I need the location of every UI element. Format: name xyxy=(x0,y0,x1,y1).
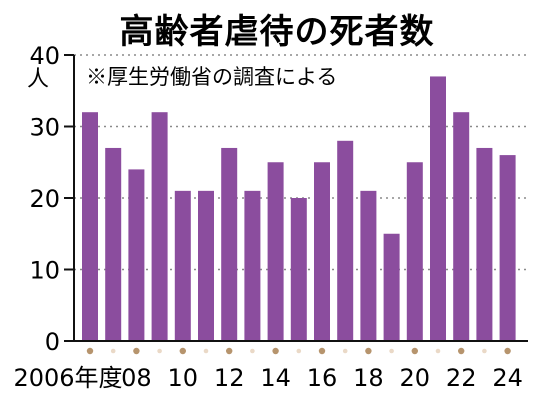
bar-2019 xyxy=(383,233,400,341)
year-marker-2019 xyxy=(389,348,394,354)
year-marker-2018 xyxy=(365,347,372,355)
year-marker-2006 xyxy=(86,347,94,355)
bar-series xyxy=(82,76,516,341)
bar-2021 xyxy=(430,76,446,341)
year-marker-2012 xyxy=(226,347,233,355)
y-tick-label-40: 40 xyxy=(29,42,60,70)
y-tick-label-30: 30 xyxy=(29,114,60,142)
y-tick-label-10: 10 xyxy=(29,257,60,285)
year-marker-2015 xyxy=(296,348,302,354)
x-tick-label-18: 18 xyxy=(353,364,384,392)
x-tick-label-20: 20 xyxy=(400,364,431,392)
y-tick-label-20: 20 xyxy=(29,185,60,213)
bar-2023 xyxy=(476,147,493,341)
axes xyxy=(64,54,528,342)
bar-2008 xyxy=(128,169,145,341)
year-marker-2020 xyxy=(411,347,418,355)
year-marker-2017 xyxy=(342,348,348,354)
x-markers xyxy=(86,347,511,355)
bar-2022 xyxy=(453,112,470,341)
bar-2013 xyxy=(244,190,261,341)
y-tick-label-0: 0 xyxy=(45,328,60,356)
year-marker-2008 xyxy=(133,347,140,355)
bar-2020 xyxy=(406,162,423,341)
year-marker-2016 xyxy=(318,347,326,355)
y-tick-labels: 0 10 20 30 40 xyxy=(29,42,60,356)
x-tick-label-14: 14 xyxy=(260,364,291,392)
bar-2014 xyxy=(267,162,284,341)
gridlines xyxy=(74,54,528,271)
year-marker-2011 xyxy=(203,348,209,354)
x-tick-label-22: 22 xyxy=(446,364,477,392)
year-marker-2007 xyxy=(110,348,116,354)
year-marker-2010 xyxy=(179,347,186,355)
bar-2017 xyxy=(337,140,354,341)
year-marker-2009 xyxy=(157,348,162,354)
year-marker-2013 xyxy=(250,348,255,354)
year-marker-2023 xyxy=(482,348,487,354)
year-marker-2022 xyxy=(458,347,465,355)
x-tick-label-10: 10 xyxy=(168,364,199,392)
source-note: ※厚生労働省の調査による xyxy=(86,65,337,89)
year-marker-2021 xyxy=(435,348,441,354)
bar-2015 xyxy=(290,198,307,341)
x-tick-label-24: 24 xyxy=(492,364,523,392)
x-tick-label-start: 2006年度 xyxy=(13,364,122,392)
year-marker-2024 xyxy=(504,347,511,355)
bar-2009 xyxy=(151,112,168,341)
bar-2006 xyxy=(82,112,98,341)
bar-2012 xyxy=(221,147,238,341)
y-axis-unit: 人 xyxy=(27,67,49,92)
bar-2011 xyxy=(198,190,214,341)
year-marker-2014 xyxy=(272,347,279,355)
x-tick-label-12: 12 xyxy=(214,364,245,392)
bar-2007 xyxy=(105,147,122,341)
bar-2016 xyxy=(314,162,330,341)
x-tick-label-08: 08 xyxy=(121,364,152,392)
x-tick-label-16: 16 xyxy=(307,364,338,392)
bar-2018 xyxy=(360,190,377,341)
chart-title: 高齢者虐待の死者数 xyxy=(120,12,435,52)
bar-2010 xyxy=(174,190,191,341)
bar-2024 xyxy=(499,155,516,341)
